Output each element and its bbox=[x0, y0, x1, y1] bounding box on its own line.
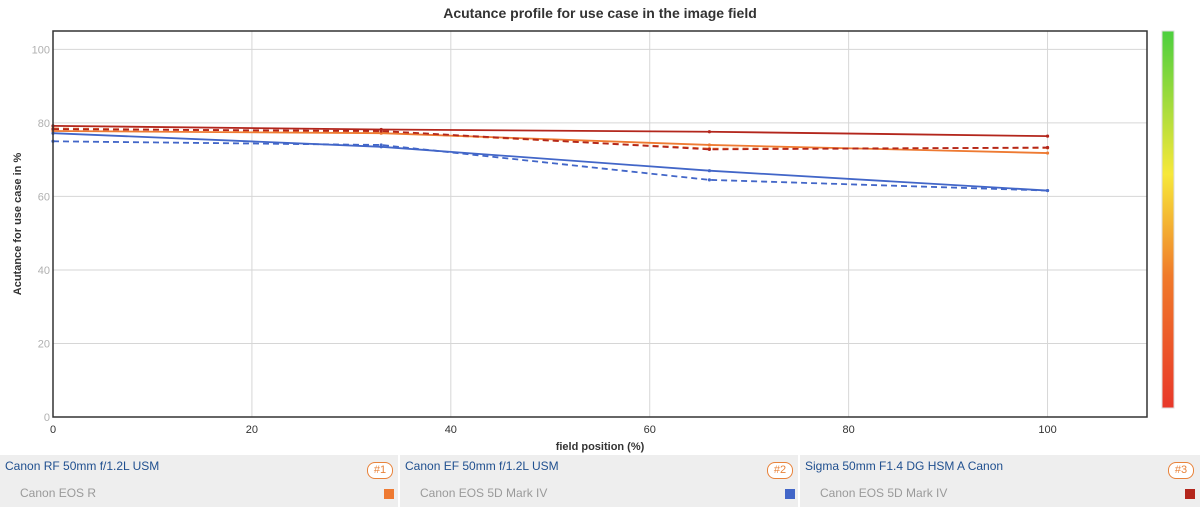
data-point[interactable] bbox=[379, 143, 383, 147]
y-tick-label: 80 bbox=[38, 118, 50, 130]
series-line-5[interactable] bbox=[52, 124, 1048, 138]
legend-lens-name[interactable]: Canon EF 50mm f/1.2L USM bbox=[405, 459, 559, 473]
series-line-4[interactable] bbox=[52, 140, 1048, 192]
data-point[interactable] bbox=[379, 129, 383, 133]
y-tick-label: 20 bbox=[38, 338, 50, 350]
legend-color-swatch bbox=[785, 489, 795, 499]
y-tick-label: 100 bbox=[32, 44, 50, 56]
legend-color-swatch bbox=[384, 489, 394, 499]
data-point[interactable] bbox=[1045, 145, 1050, 150]
legend-camera-name: Canon EOS 5D Mark IV bbox=[820, 486, 948, 500]
legend-badge: #1 bbox=[367, 462, 393, 479]
legend-item-1[interactable]: Canon RF 50mm f/1.2L USM #1 Canon EOS R bbox=[0, 455, 398, 507]
x-tick-label: 0 bbox=[50, 424, 56, 436]
legend-camera-name: Canon EOS 5D Mark IV bbox=[420, 486, 548, 500]
series-line-3[interactable] bbox=[52, 132, 1048, 192]
x-axis-label: field position (%) bbox=[556, 441, 645, 453]
tick-labels: 0 20 40 60 80 100 0 20 40 60 80 100 bbox=[32, 44, 1057, 436]
legend-lens-name[interactable]: Sigma 50mm F1.4 DG HSM A Canon bbox=[805, 459, 1004, 473]
y-tick-label: 0 bbox=[44, 412, 50, 424]
data-point[interactable] bbox=[707, 130, 712, 134]
series-lines bbox=[51, 124, 1050, 193]
legend-item-3[interactable]: Sigma 50mm F1.4 DG HSM A Canon #3 Canon … bbox=[800, 455, 1200, 507]
legend-lens-name[interactable]: Canon RF 50mm f/1.2L USM bbox=[5, 459, 160, 473]
acutance-chart: Acutance profile for use case in the ima… bbox=[12, 5, 1175, 453]
y-tick-label: 60 bbox=[38, 191, 50, 203]
x-tick-label: 100 bbox=[1038, 424, 1056, 436]
data-point[interactable] bbox=[707, 178, 712, 182]
colorbar bbox=[1161, 30, 1175, 409]
data-point[interactable] bbox=[1045, 151, 1050, 155]
data-point[interactable] bbox=[707, 169, 712, 173]
legend-item-2[interactable]: Canon EF 50mm f/1.2L USM #2 Canon EOS 5D… bbox=[400, 455, 798, 507]
legend-color-swatch bbox=[1185, 489, 1195, 499]
data-point[interactable] bbox=[1045, 134, 1050, 138]
plot-frame bbox=[52, 30, 1148, 418]
data-point[interactable] bbox=[707, 147, 712, 151]
x-tick-label: 20 bbox=[246, 424, 258, 436]
legend-badge: #3 bbox=[1168, 462, 1194, 479]
x-tick-label: 40 bbox=[445, 424, 457, 436]
data-point[interactable] bbox=[707, 143, 712, 147]
data-point[interactable] bbox=[1045, 188, 1050, 193]
series-line-6[interactable] bbox=[52, 128, 1048, 151]
legend-badge: #2 bbox=[767, 462, 793, 479]
chart-title: Acutance profile for use case in the ima… bbox=[443, 5, 757, 21]
x-tick-label: 60 bbox=[644, 424, 656, 436]
legend: Canon RF 50mm f/1.2L USM #1 Canon EOS R … bbox=[0, 455, 1200, 509]
y-tick-label: 40 bbox=[38, 265, 50, 277]
x-tick-label: 80 bbox=[843, 424, 855, 436]
legend-camera-name: Canon EOS R bbox=[20, 486, 97, 500]
grid bbox=[53, 31, 1147, 417]
y-axis-label: Acutance for use case in % bbox=[12, 153, 24, 296]
